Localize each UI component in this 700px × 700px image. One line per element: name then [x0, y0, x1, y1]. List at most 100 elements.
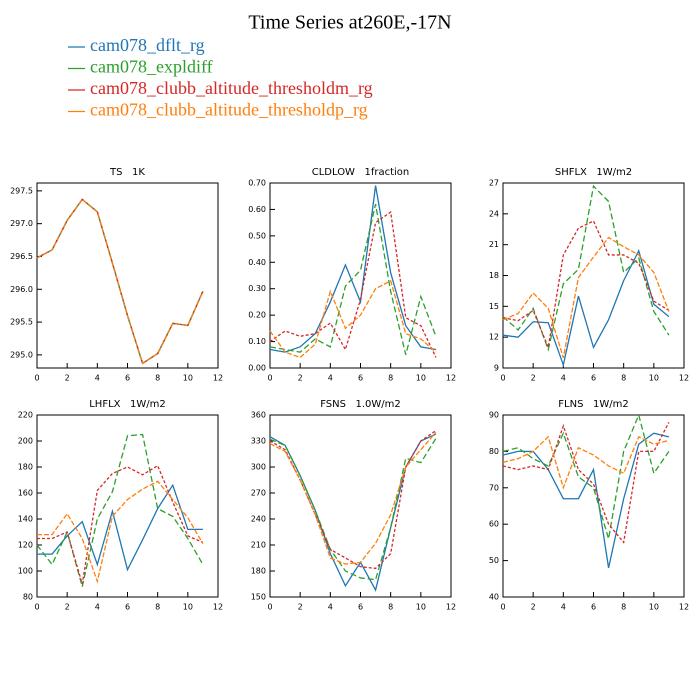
panel-title: LHFLX 1W/m2 — [89, 399, 166, 410]
y-tick-label: 0.10 — [248, 337, 266, 346]
x-tick-label: 8 — [155, 374, 160, 383]
y-tick-label: 80 — [23, 593, 33, 602]
x-tick-label: 12 — [213, 603, 223, 612]
series-line — [36, 198, 204, 365]
y-tick-label: 295.5 — [10, 318, 33, 327]
y-tick-label: 12 — [489, 333, 499, 342]
series-line — [502, 249, 670, 368]
y-tick-label: 0.70 — [248, 179, 266, 188]
series-line — [37, 464, 204, 585]
y-tick-label: 60 — [489, 520, 499, 529]
x-tick-label: 0 — [267, 603, 272, 612]
series-line — [502, 435, 670, 490]
panel-title: CLDLOW 1fraction — [312, 167, 410, 178]
x-tick-label: 8 — [388, 374, 393, 383]
x-tick-label: 12 — [213, 374, 223, 383]
y-tick-label: 220 — [18, 411, 33, 420]
x-tick-label: 8 — [388, 603, 393, 612]
y-tick-label: 9 — [494, 364, 499, 373]
plot-frame — [269, 182, 452, 369]
x-tick-label: 6 — [358, 374, 363, 383]
y-tick-label: 15 — [489, 302, 499, 311]
y-tick-label: 360 — [251, 411, 266, 420]
y-tick-label: 300 — [251, 463, 266, 472]
series-line — [502, 220, 670, 350]
x-tick-label: 10 — [649, 603, 659, 612]
series-line — [37, 480, 204, 584]
y-tick-label: 0.50 — [248, 231, 266, 240]
y-tick-label: 180 — [18, 463, 33, 472]
series-line — [269, 203, 437, 355]
x-tick-label: 2 — [531, 374, 536, 383]
y-tick-label: 0.60 — [248, 205, 266, 214]
x-tick-label: 2 — [298, 603, 303, 612]
x-tick-label: 2 — [298, 374, 303, 383]
x-tick-label: 2 — [531, 603, 536, 612]
x-tick-label: 4 — [95, 603, 100, 612]
x-tick-label: 12 — [446, 603, 456, 612]
series-line — [36, 198, 204, 365]
x-tick-label: 0 — [500, 374, 505, 383]
series-line — [269, 438, 437, 581]
x-tick-label: 2 — [65, 603, 70, 612]
y-tick-label: 330 — [251, 437, 266, 446]
series-line — [36, 433, 204, 587]
legend-label: cam078_expldiff — [90, 57, 213, 77]
x-tick-label: 4 — [328, 603, 333, 612]
x-tick-label: 8 — [621, 374, 626, 383]
y-tick-label: 295.0 — [10, 350, 33, 359]
figure-title: Time Series at260E,-17N — [248, 12, 451, 34]
y-tick-label: 160 — [18, 489, 33, 498]
series-line — [502, 432, 670, 569]
y-tick-label: 200 — [18, 437, 33, 446]
y-tick-label: 180 — [251, 567, 266, 576]
y-tick-label: 24 — [489, 209, 499, 218]
y-tick-label: 296.5 — [10, 252, 33, 261]
x-tick-label: 4 — [561, 374, 566, 383]
y-tick-label: 50 — [489, 556, 499, 565]
series-line — [502, 421, 670, 544]
plot-frame — [269, 414, 452, 598]
x-tick-label: 6 — [125, 374, 130, 383]
y-tick-label: 140 — [18, 515, 33, 524]
x-tick-label: 4 — [95, 374, 100, 383]
y-tick-label: 21 — [489, 240, 499, 249]
series-line — [269, 185, 437, 353]
x-tick-label: 0 — [267, 374, 272, 383]
series-line — [36, 198, 204, 365]
legend-label: cam078_clubb_altitude_thresholdp_rg — [90, 100, 368, 120]
y-tick-label: 297.5 — [10, 186, 33, 195]
y-tick-label: 18 — [489, 271, 499, 280]
series-line — [36, 198, 204, 365]
y-tick-label: 210 — [251, 541, 266, 550]
panel-title: FLNS 1W/m2 — [558, 399, 628, 410]
legend-label: cam078_clubb_altitude_thresholdm_rg — [90, 78, 373, 98]
series-line — [37, 483, 203, 572]
x-tick-label: 12 — [679, 374, 689, 383]
x-tick-label: 0 — [34, 374, 39, 383]
y-tick-label: 297.0 — [10, 219, 33, 228]
series-line — [502, 184, 670, 352]
x-tick-label: 10 — [649, 374, 659, 383]
y-tick-label: 270 — [251, 489, 266, 498]
x-tick-label: 10 — [416, 374, 426, 383]
x-tick-label: 4 — [328, 374, 333, 383]
x-tick-label: 6 — [125, 603, 130, 612]
x-tick-label: 2 — [65, 374, 70, 383]
y-tick-label: 27 — [489, 179, 499, 188]
y-tick-label: 120 — [18, 541, 33, 550]
x-tick-label: 10 — [416, 603, 426, 612]
y-tick-label: 240 — [251, 515, 266, 524]
y-tick-label: 150 — [251, 593, 266, 602]
plot-frame — [502, 414, 685, 598]
series-line — [269, 210, 437, 358]
y-tick-label: 0.40 — [248, 258, 266, 267]
panel-title: TS 1K — [109, 167, 145, 178]
series-line — [269, 279, 437, 359]
x-tick-label: 8 — [621, 603, 626, 612]
series-line — [502, 412, 670, 539]
y-tick-label: 70 — [489, 483, 499, 492]
x-tick-label: 12 — [679, 603, 689, 612]
y-tick-label: 90 — [489, 411, 499, 420]
